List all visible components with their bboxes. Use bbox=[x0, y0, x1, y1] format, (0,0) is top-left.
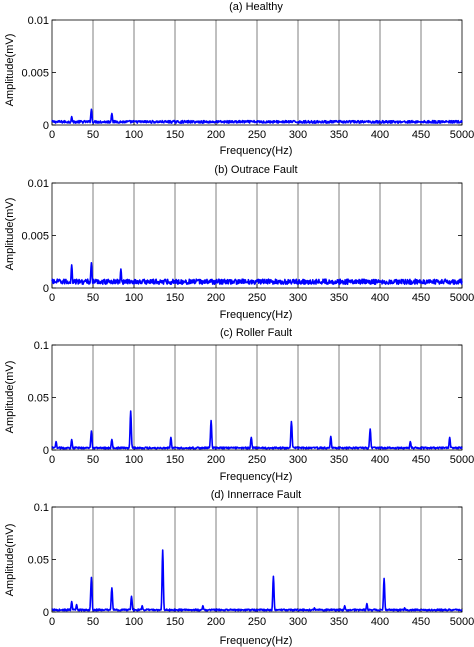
y-tick-label: 0 bbox=[43, 120, 49, 132]
x-tick-label: 100 bbox=[125, 454, 143, 466]
x-tick-label: 400 bbox=[371, 454, 389, 466]
x-axis-title: Frequency(Hz) bbox=[220, 145, 293, 157]
x-tick-label: 200 bbox=[207, 129, 225, 141]
x-tick-label: 200 bbox=[207, 292, 225, 304]
x-tick-label: 350 bbox=[330, 129, 348, 141]
x-axis-title: Frequency(Hz) bbox=[220, 471, 293, 483]
x-tick-label: 50 bbox=[87, 616, 99, 628]
x-tick-label: 100 bbox=[125, 616, 143, 628]
x-tick-label: 0 bbox=[49, 292, 55, 304]
y-tick-label: 0.005 bbox=[21, 231, 49, 243]
y-axis-title: Amplitude(mV) bbox=[4, 198, 16, 271]
x-tick-label: 350 bbox=[330, 292, 348, 304]
x-tick-label: 0 bbox=[49, 616, 55, 628]
x-tick-label: 50 bbox=[87, 292, 99, 304]
panel-title: (c) Roller Fault bbox=[220, 327, 292, 339]
x-tick-label: 150 bbox=[166, 616, 184, 628]
x-tick-label: 400 bbox=[371, 616, 389, 628]
x-tick-label: 50 bbox=[87, 129, 99, 141]
x-tick-label: 300 bbox=[289, 129, 307, 141]
panel-outrace-fault: (b) Outrace Fault Frequency(Hz) Amplitud… bbox=[4, 164, 474, 321]
x-tick-label: 0 bbox=[49, 454, 55, 466]
x-tick-label: 50 bbox=[87, 454, 99, 466]
spectrum-line bbox=[51, 261, 463, 286]
x-tick-label: 350 bbox=[330, 454, 348, 466]
x-axis-title: Frequency(Hz) bbox=[220, 635, 293, 647]
x-tick-label: 250 bbox=[248, 292, 266, 304]
x-tick-label: 250 bbox=[248, 454, 266, 466]
x-tick-label: 5000 bbox=[450, 129, 474, 141]
panel-roller-fault: (c) Roller Fault Frequency(Hz) Amplitude… bbox=[4, 327, 474, 483]
y-tick-label: 0 bbox=[43, 607, 49, 619]
y-tick-label: 0.01 bbox=[28, 178, 49, 190]
x-tick-label: 350 bbox=[330, 616, 348, 628]
x-tick-label: 0 bbox=[49, 129, 55, 141]
y-tick-label: 0.05 bbox=[28, 555, 49, 567]
y-tick-label: 0.05 bbox=[28, 393, 49, 405]
spectrum-line bbox=[51, 108, 463, 124]
x-tick-label: 450 bbox=[412, 292, 430, 304]
panel-healthy: (a) Healthy Frequency(Hz) Amplitude(mV) … bbox=[4, 1, 474, 157]
x-tick-label: 5000 bbox=[450, 454, 474, 466]
y-axis-title: Amplitude(mV) bbox=[4, 524, 16, 597]
y-tick-label: 0 bbox=[43, 445, 49, 457]
x-tick-label: 5000 bbox=[450, 616, 474, 628]
panel-innerrace-fault: (d) Innerrace Fault Frequency(Hz) Amplit… bbox=[4, 489, 474, 647]
x-tick-label: 400 bbox=[371, 292, 389, 304]
y-axis-title: Amplitude(mV) bbox=[4, 34, 16, 107]
y-axis-title: Amplitude(mV) bbox=[4, 361, 16, 434]
x-tick-label: 450 bbox=[412, 616, 430, 628]
spectrum-line bbox=[51, 549, 463, 612]
x-tick-label: 250 bbox=[248, 129, 266, 141]
y-tick-label: 0 bbox=[43, 283, 49, 295]
y-tick-label: 0.1 bbox=[34, 502, 49, 514]
y-tick-label: 0.01 bbox=[28, 15, 49, 27]
x-tick-label: 450 bbox=[412, 454, 430, 466]
panel-title: (a) Healthy bbox=[229, 1, 283, 13]
x-tick-label: 100 bbox=[125, 292, 143, 304]
x-tick-label: 150 bbox=[166, 129, 184, 141]
panel-title: (d) Innerrace Fault bbox=[211, 489, 301, 501]
y-tick-label: 0.1 bbox=[34, 340, 49, 352]
spectrum-line bbox=[51, 410, 463, 450]
x-tick-label: 400 bbox=[371, 129, 389, 141]
x-tick-label: 450 bbox=[412, 129, 430, 141]
y-tick-label: 0.005 bbox=[21, 68, 49, 80]
x-tick-label: 100 bbox=[125, 129, 143, 141]
x-tick-label: 5000 bbox=[450, 292, 474, 304]
x-axis-title: Frequency(Hz) bbox=[220, 309, 293, 321]
x-tick-label: 300 bbox=[289, 454, 307, 466]
x-tick-label: 200 bbox=[207, 454, 225, 466]
x-tick-label: 150 bbox=[166, 292, 184, 304]
x-tick-label: 250 bbox=[248, 616, 266, 628]
x-tick-label: 200 bbox=[207, 616, 225, 628]
x-tick-label: 300 bbox=[289, 616, 307, 628]
x-tick-label: 150 bbox=[166, 454, 184, 466]
x-tick-label: 300 bbox=[289, 292, 307, 304]
panel-title: (b) Outrace Fault bbox=[214, 164, 297, 176]
